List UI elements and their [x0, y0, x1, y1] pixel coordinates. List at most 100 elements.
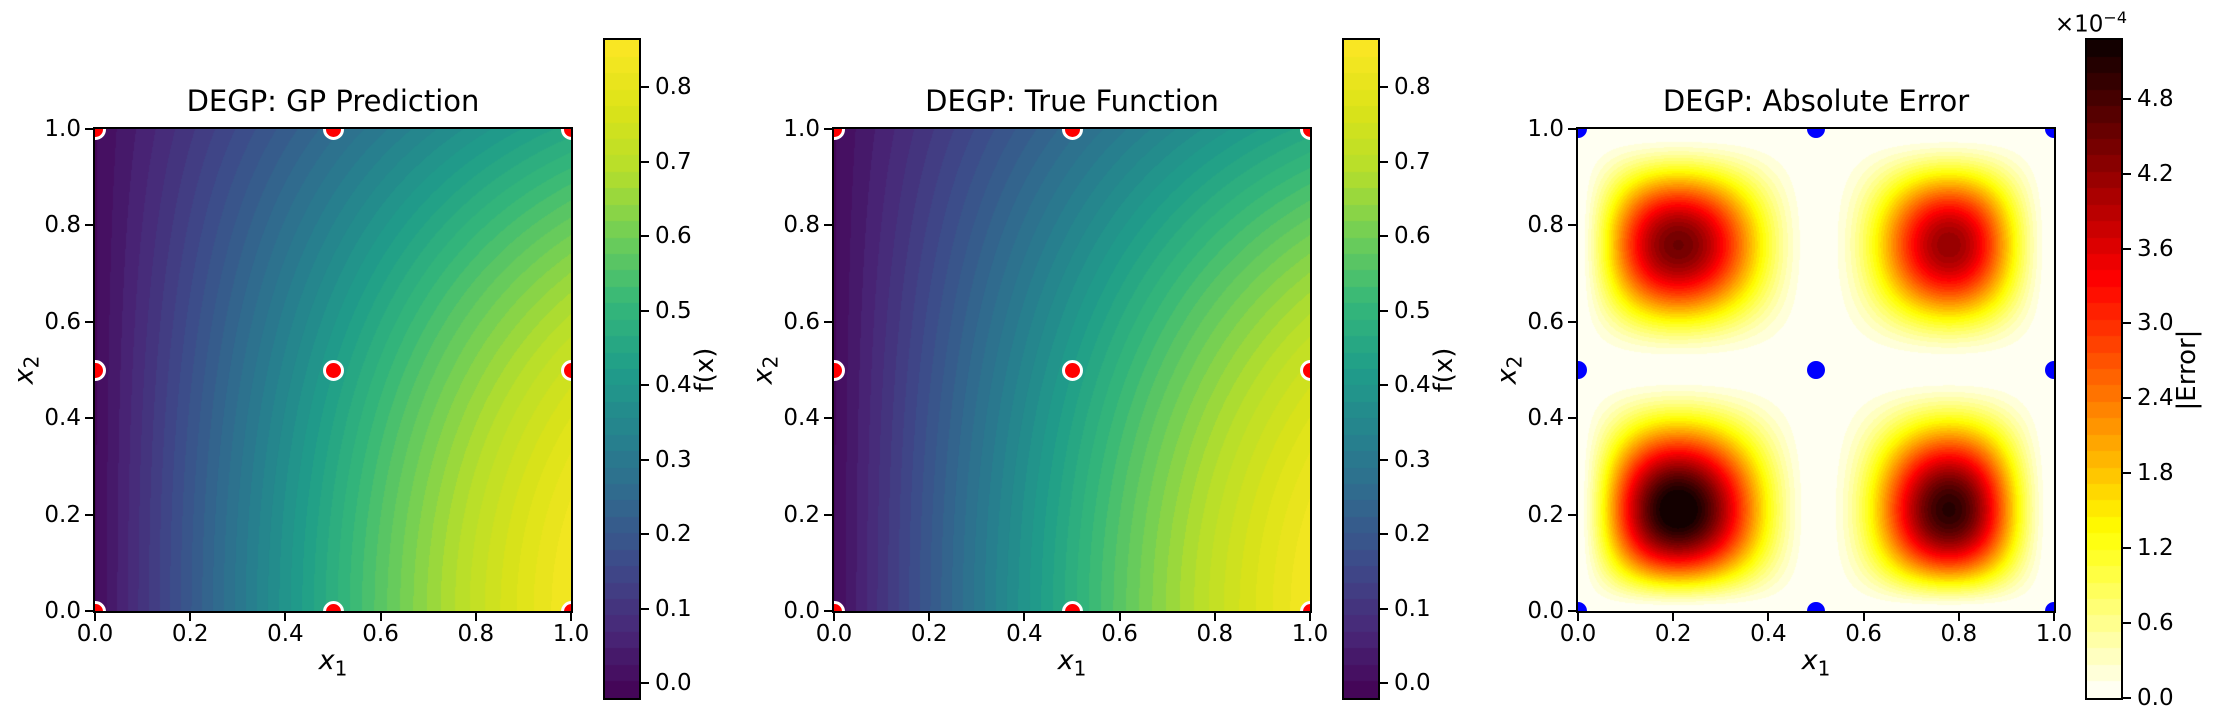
y-tick-label: 0.0: [1527, 598, 1564, 624]
colorbar-tick-mark: [641, 682, 649, 685]
y-tick-mark: [85, 513, 93, 516]
y-tick-label: 0.4: [44, 405, 81, 432]
colorbar-tick-mark: [1380, 160, 1388, 163]
colorbar-tick-label: 3.0: [2137, 310, 2174, 337]
x-tick-label: 1.0: [1291, 621, 1329, 647]
colorbar-tick-mark: [641, 458, 649, 461]
colorbar-tick-label: 3.6: [2137, 235, 2174, 262]
y-tick-mark: [1568, 128, 1576, 130]
colorbar-tick-mark: [2123, 472, 2131, 475]
colorbar-tick-label: 4.8: [2137, 85, 2174, 112]
y-tick-label: 0.6: [1527, 308, 1564, 335]
y-tick-label: 0.6: [44, 308, 81, 335]
colorbar-tick-mark: [641, 533, 649, 536]
y-tick-mark: [824, 610, 832, 612]
training-point: [1299, 129, 1310, 140]
y-tick-label: 1.0: [1527, 116, 1564, 142]
colorbar-tick-mark: [1380, 235, 1388, 238]
x-tick-mark: [1118, 613, 1121, 621]
colorbar-canvas: [605, 40, 639, 698]
training-point: [2045, 361, 2054, 379]
training-point: [1807, 361, 1825, 379]
x-tick-label: 0.6: [1101, 621, 1138, 647]
x-tick-label: 0.8: [1196, 621, 1234, 647]
colorbar-tick-label: 0.3: [655, 446, 692, 473]
y-tick-label: 0.8: [783, 212, 820, 239]
y-tick-label: 1.0: [783, 116, 820, 142]
colorbar: [1342, 38, 1380, 700]
colorbar-tick-mark: [1380, 682, 1388, 685]
y-tick-label: 0.4: [783, 405, 820, 432]
x-tick-label: 0.8: [1940, 621, 1978, 647]
colorbar-tick-label: 0.4: [655, 372, 692, 399]
colorbar-tick-label: 0.2: [655, 521, 692, 548]
plot-area: [1576, 127, 2056, 613]
x-tick-mark: [2053, 613, 2055, 621]
panel-title: DEGP: True Function: [925, 84, 1219, 118]
colorbar-tick-mark: [1380, 86, 1388, 89]
colorbar-tick-label: 1.2: [2137, 535, 2174, 562]
y-tick-label: 0.2: [783, 501, 820, 528]
training-point: [322, 129, 344, 140]
y-tick-label: 0.0: [44, 598, 81, 624]
x-tick-mark: [1023, 613, 1026, 621]
x-tick-mark: [1957, 613, 1960, 621]
training-point: [834, 129, 845, 140]
colorbar-tick-mark: [2123, 97, 2131, 100]
training-point: [2045, 602, 2054, 611]
colorbar-tick-label: 0.6: [1394, 223, 1431, 250]
colorbar-tick-mark: [641, 160, 649, 163]
colorbar-tick-label: 0.3: [1394, 446, 1431, 473]
colorbar-tick-mark: [2123, 697, 2131, 699]
plot-area: [93, 127, 573, 613]
y-tick-mark: [1568, 320, 1576, 323]
training-point: [560, 359, 571, 381]
x-tick-mark: [284, 613, 287, 621]
x-tick-label: 0.4: [1006, 621, 1043, 647]
x-axis-label: x1: [318, 645, 348, 681]
training-point: [95, 359, 106, 381]
y-tick-mark: [824, 128, 832, 130]
x-tick-label: 1.0: [2035, 621, 2073, 647]
colorbar-tick-mark: [641, 309, 649, 312]
colorbar-tick-mark: [1380, 309, 1388, 312]
y-tick-mark: [85, 128, 93, 130]
training-point: [1061, 600, 1083, 611]
training-point: [1061, 129, 1083, 140]
x-tick-label: 0.2: [910, 621, 948, 647]
colorbar-tick-label: 0.6: [2137, 610, 2174, 637]
y-tick-mark: [824, 417, 832, 420]
y-tick-label: 0.2: [1527, 501, 1564, 528]
training-point: [1299, 359, 1310, 381]
colorbar-tick-label: 0.6: [655, 223, 692, 250]
colorbar-tick-label: 0.7: [655, 148, 692, 175]
colorbar-tick-label: 0.2: [1394, 521, 1431, 548]
training-point: [1578, 129, 1587, 138]
colorbar-tick-mark: [2123, 172, 2131, 175]
colorbar-tick-label: 0.0: [1394, 670, 1431, 697]
y-tick-mark: [85, 610, 93, 612]
training-point: [95, 600, 106, 611]
y-tick-label: 0.0: [783, 598, 820, 624]
y-tick-mark: [85, 417, 93, 420]
x-tick-mark: [833, 613, 835, 621]
panel-title: DEGP: Absolute Error: [1662, 84, 1970, 118]
x-tick-mark: [189, 613, 192, 621]
training-point: [322, 600, 344, 611]
colorbar-tick-mark: [1380, 607, 1388, 610]
training-point: [560, 129, 571, 140]
training-point: [1061, 359, 1083, 381]
y-tick-mark: [824, 224, 832, 227]
y-tick-mark: [85, 320, 93, 323]
y-tick-mark: [85, 224, 93, 227]
colorbar-tick-label: 0.0: [655, 670, 692, 697]
training-point: [834, 359, 845, 381]
x-tick-mark: [1672, 613, 1675, 621]
training-point: [1578, 602, 1587, 611]
colorbar-tick-mark: [2123, 397, 2131, 400]
colorbar-tick-label: 0.8: [1394, 74, 1431, 101]
y-tick-label: 0.8: [1527, 212, 1564, 239]
x-tick-mark: [1862, 613, 1865, 621]
